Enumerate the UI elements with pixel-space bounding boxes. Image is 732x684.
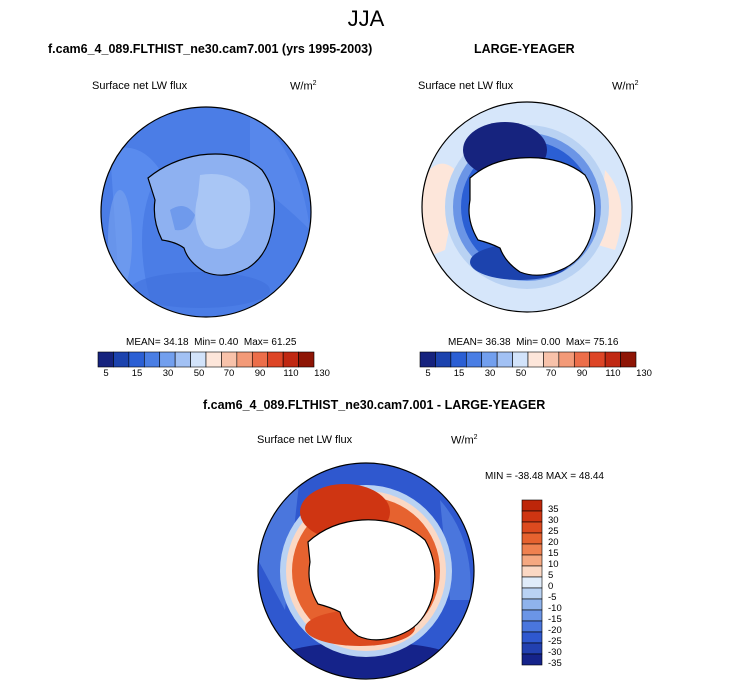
colorbar-label: 130: [636, 368, 652, 379]
colorbar-swatch: [521, 598, 543, 611]
colorbar-label: 0: [548, 581, 554, 592]
colorbar-label: 15: [453, 368, 465, 379]
units-label-obs: W/m2: [612, 80, 639, 93]
colorbar-label: 130: [314, 368, 330, 379]
stats-diff: MIN = -38.48 MAX = 48.44: [485, 471, 604, 482]
colorbar-swatch: [521, 510, 543, 523]
colorbar-swatch: [521, 620, 543, 633]
colorbar-label: -5: [548, 592, 557, 603]
colorbar-diff: [521, 499, 543, 666]
colorbar-swatch: [521, 565, 543, 578]
colorbar-label: 5: [103, 368, 109, 379]
units-label-diff: W/m2: [451, 434, 478, 447]
colorbar-label: 90: [576, 368, 588, 379]
colorbar-label: -20: [548, 625, 562, 636]
colorbar-label: 30: [162, 368, 174, 379]
variable-label-obs: Surface net LW flux: [418, 80, 514, 92]
panel-title-test: f.cam6_4_089.FLTHIST_ne30.cam7.001 (yrs …: [48, 42, 373, 56]
colorbar-label: 90: [254, 368, 266, 379]
colorbar-swatch: [521, 642, 543, 655]
colorbar-label: -15: [548, 614, 562, 625]
colorbar-label: 30: [484, 368, 496, 379]
colorbar-label: -10: [548, 603, 562, 614]
panel-title-diff: f.cam6_4_089.FLTHIST_ne30.cam7.001 - LAR…: [203, 398, 546, 412]
colorbar-label: -35: [548, 658, 562, 669]
colorbar-swatch: [521, 543, 543, 556]
colorbar-obs: [419, 351, 637, 368]
figure-title: JJA: [347, 6, 385, 31]
colorbar-label: 5: [425, 368, 431, 379]
colorbar-swatch: [521, 587, 543, 600]
colorbar-test: [97, 351, 315, 368]
colorbar-labels-test: 5 15 30 50 70 90 110 130: [98, 368, 330, 382]
colorbar-swatch: [298, 351, 315, 368]
panel-title-obs: LARGE-YEAGER: [474, 42, 575, 56]
colorbar-label: 10: [548, 559, 559, 570]
colorbar-swatch: [521, 554, 543, 567]
colorbar-label: 110: [605, 368, 621, 379]
colorbar-label: 15: [131, 368, 143, 379]
colorbar-label: 15: [548, 548, 559, 559]
stats-obs: MEAN= 36.38 Min= 0.00 Max= 75.16: [448, 337, 619, 348]
colorbar-label: 70: [545, 368, 557, 379]
stats-test: MEAN= 34.18 Min= 0.40 Max= 61.25: [126, 337, 297, 348]
variable-label-test: Surface net LW flux: [92, 80, 188, 92]
colorbar-label: 5: [548, 570, 554, 581]
colorbar-label: 20: [548, 537, 559, 548]
colorbar-labels-diff: 35 30 25 20 15 10 5 0 -5 -10 -15 -20 -25…: [548, 500, 588, 670]
colorbar-label: -30: [548, 647, 562, 658]
colorbar-label: 35: [548, 504, 559, 515]
colorbar-label: -25: [548, 636, 562, 647]
colorbar-label: 70: [223, 368, 235, 379]
colorbar-label: 25: [548, 526, 559, 537]
colorbar-swatch: [521, 631, 543, 644]
colorbar-labels-obs: 5 15 30 50 70 90 110 130: [420, 368, 652, 382]
units-label-test: W/m2: [290, 80, 317, 93]
colorbar-label: 50: [515, 368, 527, 379]
colorbar-swatch: [521, 532, 543, 545]
colorbar-swatch: [521, 521, 543, 534]
colorbar-swatch: [521, 499, 543, 512]
colorbar-swatch: [521, 576, 543, 589]
colorbar-swatch: [521, 609, 543, 622]
colorbar-label: 50: [193, 368, 205, 379]
colorbar-label: 30: [548, 515, 559, 526]
colorbar-swatch: [620, 351, 637, 368]
variable-label-diff: Surface net LW flux: [257, 434, 353, 446]
colorbar-label: 110: [283, 368, 299, 379]
colorbar-swatch: [521, 653, 543, 666]
